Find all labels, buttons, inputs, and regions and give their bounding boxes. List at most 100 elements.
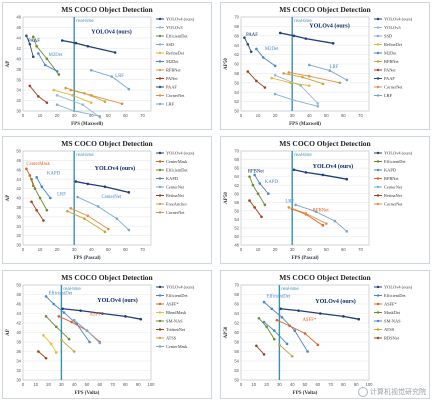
data-point bbox=[43, 63, 47, 67]
legend-marker bbox=[376, 311, 380, 314]
real-time-label: real-time bbox=[76, 152, 94, 157]
data-point bbox=[139, 317, 143, 321]
data-point bbox=[287, 71, 291, 74]
data-point bbox=[86, 214, 90, 218]
data-point bbox=[98, 341, 102, 345]
data-point bbox=[285, 342, 289, 346]
x-tick-label: 10 bbox=[38, 113, 43, 118]
legend-label: EfficientDet bbox=[166, 293, 188, 298]
data-point bbox=[255, 47, 258, 51]
data-point bbox=[314, 210, 318, 213]
y-tick-label: 38 bbox=[16, 67, 21, 72]
watermark-text: 计算机视觉研究院 bbox=[370, 388, 426, 396]
legend-label: RefineDet bbox=[384, 42, 403, 47]
x-tick-label: 70 bbox=[328, 382, 333, 387]
wechat-icon bbox=[358, 387, 368, 397]
series-line bbox=[45, 296, 90, 343]
x-tick-label: 40 bbox=[89, 113, 94, 118]
data-point bbox=[267, 192, 270, 196]
data-point bbox=[272, 337, 276, 341]
chart-panel-ap-maxwell: MS COCO Object Detection 30 32 34 36 38 40 42 44… bbox=[2, 2, 212, 130]
legend-label: SSD bbox=[384, 34, 392, 39]
data-point bbox=[127, 228, 131, 232]
y-tick-label: 30 bbox=[16, 243, 21, 248]
annotation-label: M2Det bbox=[265, 47, 279, 52]
annotation-label: CenterNet bbox=[102, 195, 122, 200]
y-tick-label: 56 bbox=[234, 208, 239, 213]
chart-panel-ap50-pascal: MS COCO Object Detection 48 50 52 54 56 58 60 62… bbox=[220, 136, 430, 264]
data-point bbox=[55, 94, 59, 97]
data-point bbox=[345, 230, 349, 233]
data-point bbox=[44, 356, 48, 360]
x-tick-label: 0 bbox=[22, 247, 25, 252]
x-tick-label: 20 bbox=[55, 247, 60, 252]
series-line bbox=[67, 210, 106, 233]
data-point bbox=[54, 325, 58, 329]
chart-svg: MS COCO Object Detection 30 32 34 36 38 40 42 44… bbox=[6, 5, 195, 127]
legend-label: ASFF* bbox=[384, 302, 397, 307]
data-point bbox=[120, 102, 124, 105]
legend-label: SSD bbox=[166, 42, 174, 47]
legend-label: PANet bbox=[384, 68, 396, 73]
legend-marker bbox=[376, 17, 380, 21]
x-tick-label: 40 bbox=[307, 113, 312, 118]
data-point bbox=[265, 325, 268, 329]
y-tick-label: 38 bbox=[16, 205, 21, 210]
annotation-label: LRF bbox=[115, 74, 124, 79]
y-tick-label: 62 bbox=[234, 183, 239, 188]
annotation-label: PAAF bbox=[28, 39, 40, 44]
real-time-label: real-time bbox=[294, 152, 312, 157]
data-point bbox=[260, 215, 263, 219]
series-line bbox=[58, 315, 101, 343]
y-tick-label: 42 bbox=[16, 186, 21, 191]
y-tick-label: 42 bbox=[16, 321, 21, 326]
legend-label: ATSS bbox=[384, 327, 395, 332]
x-tick-label: 30 bbox=[72, 113, 77, 118]
data-point bbox=[249, 50, 253, 54]
x-tick-label: 0 bbox=[240, 382, 243, 387]
annotation-label: YOLOv4 (ours) bbox=[309, 22, 350, 29]
data-point bbox=[62, 311, 66, 314]
x-tick-label: 50 bbox=[324, 247, 329, 252]
y-tick-label: 62 bbox=[234, 321, 239, 326]
x-tick-label: 60 bbox=[123, 113, 128, 118]
x-tick-label: 80 bbox=[123, 382, 128, 387]
data-point bbox=[262, 353, 266, 356]
data-point bbox=[258, 182, 262, 185]
series-line bbox=[249, 176, 266, 206]
x-tick-label: 10 bbox=[256, 113, 261, 118]
y-tick-label: 46 bbox=[16, 25, 21, 30]
data-point bbox=[79, 309, 82, 312]
data-point bbox=[83, 217, 86, 220]
legend-label: YOLOv4 (ours) bbox=[166, 285, 195, 290]
x-tick-label: 100 bbox=[148, 382, 156, 387]
x-axis-label: FPS (Pascal) bbox=[291, 256, 318, 261]
data-point bbox=[127, 191, 131, 194]
y-axis-label: AP bbox=[6, 195, 11, 202]
y-axis-label: AP bbox=[6, 61, 11, 68]
legend-marker bbox=[376, 43, 380, 46]
legend-marker bbox=[376, 26, 380, 29]
data-point bbox=[115, 217, 119, 220]
y-tick-label: 48 bbox=[16, 292, 21, 297]
y-tick-label: 44 bbox=[16, 311, 21, 316]
y-tick-label: 34 bbox=[16, 359, 21, 364]
y-tick-label: 40 bbox=[16, 56, 21, 61]
legend-label: CenterNet bbox=[166, 185, 185, 190]
legend-label: RDSNet bbox=[384, 336, 400, 341]
legend-marker bbox=[158, 77, 162, 80]
data-point bbox=[64, 86, 67, 90]
data-point bbox=[86, 44, 90, 48]
legend-marker bbox=[376, 302, 380, 306]
legend-marker bbox=[376, 319, 380, 323]
legend-marker bbox=[158, 43, 162, 46]
data-point bbox=[273, 92, 277, 96]
legend-label: CornerNet bbox=[384, 202, 403, 207]
data-point bbox=[263, 86, 267, 89]
legend-marker bbox=[158, 294, 162, 297]
data-point bbox=[307, 63, 311, 67]
chart-title: MS COCO Object Detection bbox=[279, 273, 371, 282]
data-point bbox=[321, 173, 325, 177]
y-tick-label: 68 bbox=[234, 292, 239, 297]
